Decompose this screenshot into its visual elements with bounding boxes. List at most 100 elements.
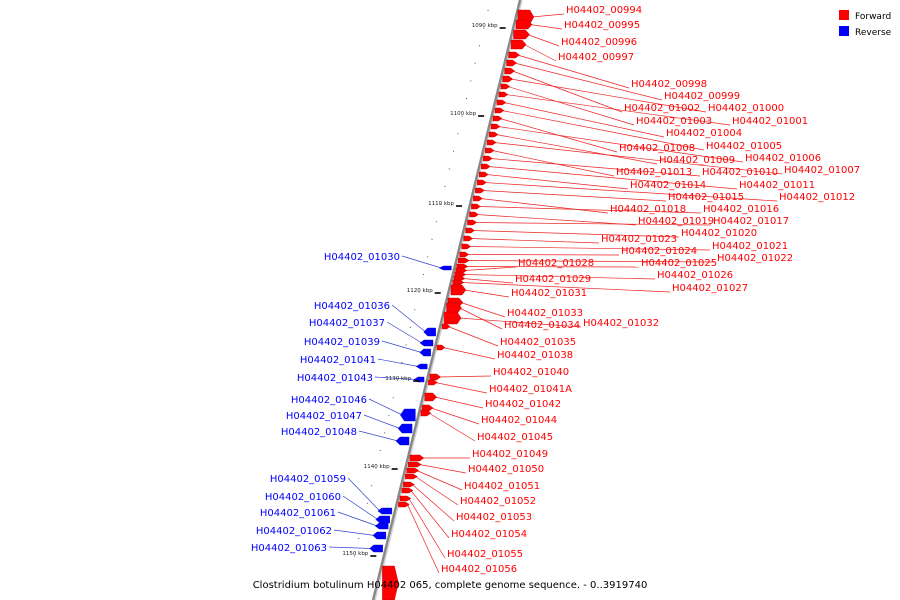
forward-gene-leader: [435, 382, 488, 394]
reverse-gene-label[interactable]: H04402_01037: [309, 318, 385, 329]
reverse-gene-feature: [369, 544, 383, 553]
forward-gene-label[interactable]: H04402_01008: [619, 143, 695, 154]
forward-gene-label[interactable]: H04402_00994: [566, 5, 642, 16]
forward-gene-label[interactable]: H04402_01021: [712, 241, 788, 252]
forward-gene-label[interactable]: H04402_01029: [515, 274, 591, 285]
reverse-gene-label[interactable]: H04402_01060: [265, 492, 341, 503]
forward-gene-label[interactable]: H04402_01018: [610, 204, 686, 215]
forward-gene-feature: [482, 155, 493, 162]
forward-gene-label[interactable]: H04402_01031: [511, 288, 587, 299]
forward-gene-label[interactable]: H04402_01016: [703, 204, 779, 215]
forward-gene-label[interactable]: H04402_01013: [616, 167, 692, 178]
forward-gene-label[interactable]: H04402_01010: [702, 167, 778, 178]
forward-gene-label[interactable]: H04402_01042: [485, 399, 561, 410]
forward-gene-label[interactable]: H04402_00996: [561, 37, 637, 48]
forward-gene-label[interactable]: H04402_01041A: [489, 384, 572, 395]
forward-gene-feature: [481, 163, 491, 170]
reverse-gene-leader: [333, 529, 375, 536]
forward-gene-label[interactable]: H04402_01023: [601, 234, 677, 245]
reverse-gene-label[interactable]: H04402_01041: [300, 355, 376, 366]
forward-gene-leader: [430, 407, 480, 425]
forward-gene-label[interactable]: H04402_01040: [493, 367, 569, 378]
reverse-gene-label[interactable]: H04402_01062: [256, 526, 332, 537]
forward-gene-leader: [461, 282, 671, 293]
forward-gene-label[interactable]: H04402_01052: [460, 496, 536, 507]
forward-gene-label[interactable]: H04402_01026: [657, 270, 733, 281]
reverse-gene-label[interactable]: H04402_01047: [286, 411, 362, 422]
forward-gene-leader: [490, 158, 701, 177]
forward-gene-label[interactable]: H04402_01054: [451, 529, 527, 540]
forward-gene-label[interactable]: H04402_01053: [456, 512, 532, 523]
forward-gene-label[interactable]: H04402_01019: [638, 216, 714, 227]
forward-gene-label[interactable]: H04402_01007: [784, 165, 860, 176]
forward-gene-leader: [507, 86, 635, 126]
forward-gene-leader: [459, 307, 503, 330]
forward-gene-label[interactable]: H04402_01056: [441, 564, 517, 575]
forward-gene-label[interactable]: H04402_01044: [481, 415, 557, 426]
forward-gene-leader: [494, 142, 783, 175]
forward-gene-feature: [441, 323, 451, 330]
forward-gene-label[interactable]: H04402_01000: [708, 103, 784, 114]
legend-reverse-label: Reverse: [855, 28, 892, 38]
forward-gene-label[interactable]: H04402_00998: [631, 79, 707, 90]
reverse-gene-feature: [377, 507, 393, 515]
forward-gene-label[interactable]: H04402_01035: [500, 337, 576, 348]
forward-gene-label[interactable]: H04402_01027: [672, 283, 748, 294]
reverse-gene-label[interactable]: H04402_01061: [260, 508, 336, 519]
forward-gene-leader: [419, 464, 467, 474]
map-caption: Clostridium botulinum H04402 065, comple…: [253, 580, 648, 591]
forward-gene-label[interactable]: H04402_01049: [472, 449, 548, 460]
forward-gene-feature: [382, 565, 399, 600]
minor-tick: [401, 362, 403, 363]
forward-gene-label[interactable]: H04402_01045: [477, 432, 553, 443]
reverse-gene-feature: [395, 436, 410, 446]
forward-gene-label[interactable]: H04402_01002: [624, 103, 700, 114]
forward-gene-label[interactable]: H04402_01033: [507, 308, 583, 319]
reverse-gene-label[interactable]: H04402_01048: [281, 427, 357, 438]
forward-gene-label[interactable]: H04402_01003: [636, 116, 712, 127]
forward-gene-label[interactable]: H04402_01020: [681, 228, 757, 239]
forward-gene-feature: [465, 227, 475, 234]
forward-gene-label[interactable]: H04402_01001: [732, 116, 808, 127]
forward-gene-label[interactable]: H04402_01055: [447, 549, 523, 560]
forward-gene-label[interactable]: H04402_01017: [713, 216, 789, 227]
forward-gene-feature: [463, 235, 473, 242]
forward-gene-label[interactable]: H04402_01032: [583, 318, 659, 329]
forward-gene-feature: [488, 131, 499, 138]
forward-gene-leader: [474, 222, 712, 226]
forward-gene-label[interactable]: H04402_01006: [745, 153, 821, 164]
minor-tick: [483, 27, 485, 29]
forward-gene-leader: [442, 347, 496, 360]
forward-gene-label[interactable]: H04402_01012: [779, 192, 855, 203]
forward-gene-label[interactable]: H04402_00997: [558, 52, 634, 63]
forward-gene-leader: [484, 182, 778, 202]
forward-gene-label[interactable]: H04402_00995: [564, 20, 640, 31]
legend: Forward Reverse: [839, 10, 892, 38]
minor-tick: [444, 186, 446, 187]
reverse-gene-label[interactable]: H04402_01059: [270, 474, 346, 485]
forward-gene-label[interactable]: H04402_01005: [706, 141, 782, 152]
reverse-gene-label[interactable]: H04402_01043: [297, 373, 373, 384]
reverse-gene-label[interactable]: H04402_01046: [291, 395, 367, 406]
forward-gene-label[interactable]: H04402_01014: [630, 180, 706, 191]
forward-gene-label[interactable]: H04402_01025: [641, 258, 717, 269]
forward-gene-label[interactable]: H04402_01024: [621, 246, 697, 257]
forward-gene-label[interactable]: H04402_00999: [664, 91, 740, 102]
forward-gene-label[interactable]: H04402_01015: [668, 192, 744, 203]
forward-gene-label[interactable]: H04402_01050: [468, 464, 544, 475]
reverse-gene-label[interactable]: H04402_01063: [251, 543, 327, 554]
minor-tick: [427, 256, 429, 258]
reverse-gene-label[interactable]: H04402_01039: [304, 337, 380, 348]
forward-gene-label[interactable]: H04402_01004: [666, 128, 742, 139]
forward-gene-label[interactable]: H04402_01028: [518, 258, 594, 269]
forward-gene-label[interactable]: H04402_01011: [739, 180, 815, 191]
forward-gene-label[interactable]: H04402_01038: [497, 350, 573, 361]
forward-gene-feature: [458, 257, 470, 264]
forward-gene-label[interactable]: H04402_01009: [659, 155, 735, 166]
reverse-gene-label[interactable]: H04402_01030: [324, 252, 400, 263]
forward-gene-label[interactable]: H04402_01022: [717, 253, 793, 264]
reverse-gene-label[interactable]: H04402_01036: [314, 301, 390, 312]
forward-gene-label[interactable]: H04402_01034: [504, 320, 580, 331]
forward-gene-label[interactable]: H04402_01051: [464, 481, 540, 492]
forward-gene-leader: [510, 78, 707, 113]
